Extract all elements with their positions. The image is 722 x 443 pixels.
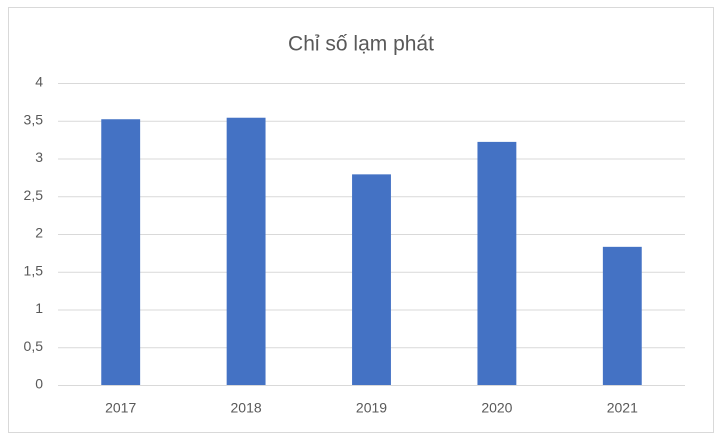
y-tick-label: 1,5 (24, 262, 44, 278)
bar (226, 117, 266, 385)
chart-title: Chỉ số lạm phát (288, 33, 434, 56)
y-tick-label: 1 (35, 300, 43, 316)
x-tick-label: 2020 (481, 400, 512, 416)
y-tick-label: 0,5 (24, 338, 44, 354)
x-tick-label: 2021 (607, 400, 638, 416)
x-tick-label: 2018 (231, 400, 262, 416)
y-tick-label: 0 (35, 376, 43, 392)
bar (101, 119, 141, 386)
bar (477, 141, 517, 385)
y-tick-label: 3 (35, 149, 43, 165)
y-tick-label: 2 (35, 225, 43, 241)
bar (352, 174, 391, 385)
y-tick-label: 2,5 (24, 187, 44, 203)
x-tick-label: 2017 (105, 400, 136, 416)
bar (602, 246, 642, 385)
y-tick-label: 3,5 (24, 111, 44, 127)
y-tick-label: 4 (35, 74, 43, 90)
x-tick-label: 2019 (356, 400, 387, 416)
